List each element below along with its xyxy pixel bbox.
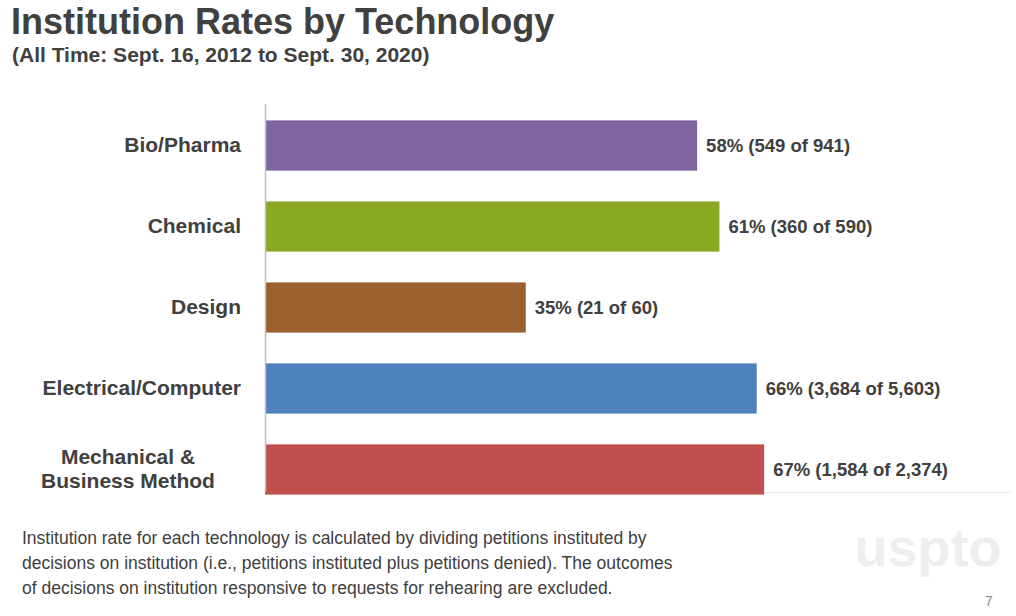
y-axis-line	[265, 104, 267, 492]
y-tick: Design	[171, 295, 265, 318]
data-labels: 58% (549 of 941) 61% (360 of 590) 35% (21 …	[535, 135, 948, 480]
data-label: 58% (549 of 941)	[706, 135, 850, 156]
chart: Institution Rates by Technology(All Time…	[0, 0, 1016, 616]
y-tick: Mechanical &Business Method	[41, 445, 265, 492]
data-label: 66% (3,684 of 5,603)	[766, 378, 941, 399]
footnote-line: Institution rate for each technology is …	[22, 528, 647, 548]
bar	[265, 120, 697, 170]
watermark: uspto	[855, 517, 1002, 577]
y-tick-label: Bio/Pharma	[124, 133, 241, 156]
title: Institution Rates by Technology	[11, 1, 554, 42]
bar	[265, 201, 719, 251]
y-tick-label: Mechanical &Business Method	[41, 445, 215, 492]
bar	[265, 282, 526, 332]
y-axis: Bio/Pharma Chemical Design Electrical/Compu…	[41, 104, 265, 492]
data-label: 67% (1,584 of 2,374)	[773, 459, 948, 480]
subtitle: (All Time: Sept. 16, 2012 to Sept. 30, 2…	[12, 43, 429, 66]
data-label: 61% (360 of 590)	[728, 216, 872, 237]
y-tick-label: Chemical	[148, 214, 241, 237]
y-tick: Electrical/Computer	[43, 376, 265, 399]
footnote-line: of decisions on institution responsive t…	[22, 578, 612, 598]
footnote: Institution rate for each technology is …	[22, 528, 673, 598]
bar	[265, 363, 757, 413]
y-tick-label: Design	[171, 295, 241, 318]
footnote-line: decisions on institution (i.e., petition…	[22, 553, 673, 573]
data-label: 35% (21 of 60)	[535, 297, 658, 318]
y-tick: Bio/Pharma	[124, 133, 265, 156]
y-tick: Chemical	[148, 214, 265, 237]
bars	[265, 120, 764, 494]
bar	[265, 444, 764, 494]
page-number: 7	[985, 593, 993, 609]
y-tick-label: Electrical/Computer	[43, 376, 241, 399]
